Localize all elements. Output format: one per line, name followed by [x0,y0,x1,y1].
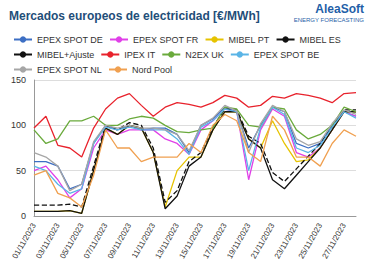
svg-text:25/11/2023: 25/11/2023 [296,221,325,261]
svg-text:EPEX SPOT BE: EPEX SPOT BE [254,50,319,60]
svg-text:MIBEL+Ajuste: MIBEL+Ajuste [37,50,94,60]
svg-text:11/11/2023: 11/11/2023 [130,221,157,260]
svg-text:0: 0 [21,211,26,221]
svg-text:100: 100 [11,120,26,130]
svg-text:EPEX SPOT DE: EPEX SPOT DE [37,35,103,45]
svg-text:01/11/2023: 01/11/2023 [10,221,38,261]
svg-text:05/11/2023: 05/11/2023 [58,221,86,261]
svg-text:15/11/2023: 15/11/2023 [177,221,205,261]
svg-text:19/11/2023: 19/11/2023 [225,221,253,261]
svg-text:IPEX IT: IPEX IT [124,50,156,60]
svg-text:AleaSoft: AleaSoft [315,2,364,16]
svg-text:17/11/2023: 17/11/2023 [201,221,229,261]
svg-text:13/11/2023: 13/11/2023 [153,221,181,261]
svg-text:MIBEL ES: MIBEL ES [300,35,341,45]
svg-text:27/11/2023: 27/11/2023 [320,221,348,260]
svg-text:ENERGY FORECASTING: ENERGY FORECASTING [294,17,365,23]
svg-text:EPEX SPOT NL: EPEX SPOT NL [37,65,102,75]
svg-text:MIBEL PT: MIBEL PT [229,35,270,45]
svg-text:09/11/2023: 09/11/2023 [105,221,134,261]
svg-text:Mercados europeos de electrici: Mercados europeos de electricidad [€/MWh… [9,9,260,23]
svg-text:Nord Pool: Nord Pool [132,65,172,75]
svg-text:EPEX SPOT FR: EPEX SPOT FR [133,35,199,45]
svg-text:150: 150 [11,75,26,85]
svg-text:03/11/2023: 03/11/2023 [34,221,62,261]
svg-text:N2EX UK: N2EX UK [185,50,224,60]
svg-text:07/11/2023: 07/11/2023 [82,221,110,261]
svg-text:21/11/2023: 21/11/2023 [248,221,277,261]
svg-text:50: 50 [16,166,26,176]
svg-text:23/11/2023: 23/11/2023 [272,221,301,261]
